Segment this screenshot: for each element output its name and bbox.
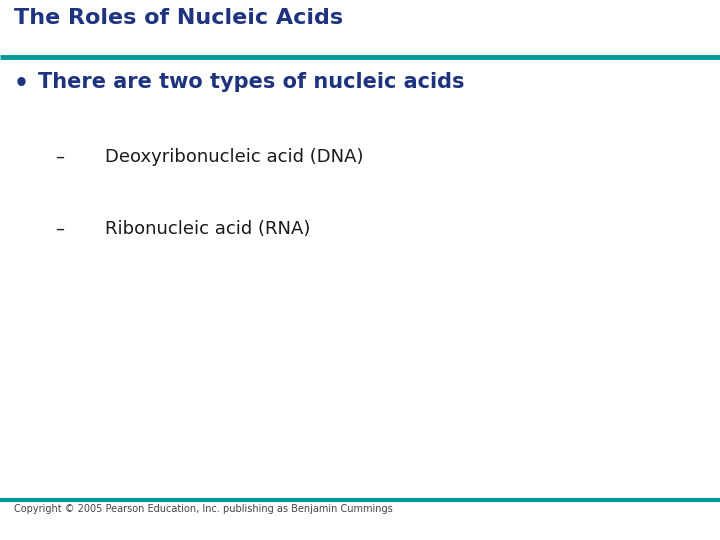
Text: Deoxyribonucleic acid (DNA): Deoxyribonucleic acid (DNA) [105,148,364,166]
Text: Ribonucleic acid (RNA): Ribonucleic acid (RNA) [105,220,310,238]
Text: –: – [55,148,64,166]
Text: Copyright © 2005 Pearson Education, Inc. publishing as Benjamin Cummings: Copyright © 2005 Pearson Education, Inc.… [14,504,392,514]
Text: The Roles of Nucleic Acids: The Roles of Nucleic Acids [14,8,343,28]
Text: –: – [55,220,64,238]
Text: There are two types of nucleic acids: There are two types of nucleic acids [38,72,464,92]
Text: •: • [14,72,29,96]
